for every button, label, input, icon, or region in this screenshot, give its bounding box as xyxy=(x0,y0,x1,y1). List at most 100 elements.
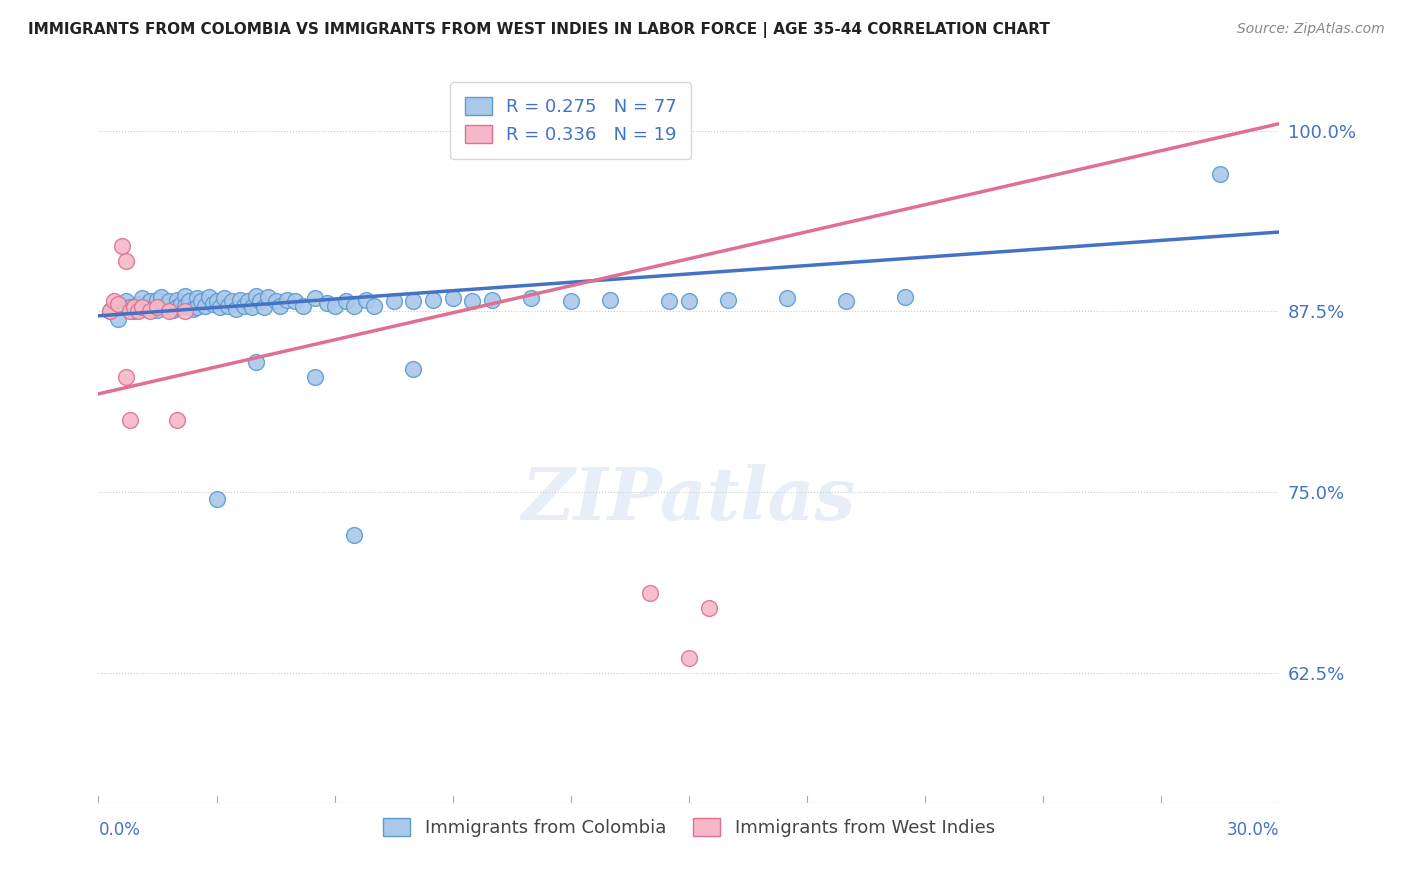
Point xyxy=(304,292,326,306)
Point xyxy=(276,293,298,307)
Point xyxy=(115,369,138,384)
Point xyxy=(343,528,366,542)
Point xyxy=(174,304,197,318)
Point xyxy=(1209,167,1232,181)
Point xyxy=(363,299,385,313)
Point xyxy=(127,304,149,318)
Point xyxy=(422,293,444,307)
Point xyxy=(118,300,141,314)
Point xyxy=(481,293,503,307)
Point xyxy=(560,294,582,309)
Point xyxy=(678,294,700,309)
Point xyxy=(229,293,252,307)
Point xyxy=(118,304,141,318)
Point xyxy=(138,304,160,318)
Point xyxy=(343,299,366,313)
Point xyxy=(205,492,228,507)
Point xyxy=(138,294,160,309)
Point xyxy=(157,304,180,318)
Point xyxy=(186,292,208,306)
Point xyxy=(98,304,121,318)
Point xyxy=(146,300,169,314)
Point xyxy=(98,304,121,318)
Point xyxy=(441,292,464,306)
Point xyxy=(245,288,267,302)
Point xyxy=(335,294,357,309)
Point xyxy=(894,290,917,304)
Point xyxy=(697,600,720,615)
Point xyxy=(678,651,700,665)
Point xyxy=(236,294,259,309)
Point xyxy=(118,413,141,427)
Point xyxy=(190,294,212,309)
Point xyxy=(382,294,405,309)
Point xyxy=(162,303,184,318)
Point xyxy=(142,300,165,314)
Point xyxy=(166,413,188,427)
Point xyxy=(304,369,326,384)
Point xyxy=(115,253,138,268)
Point xyxy=(658,294,681,309)
Point xyxy=(264,294,287,309)
Point xyxy=(269,299,291,313)
Point xyxy=(127,303,149,318)
Point xyxy=(197,290,219,304)
Point xyxy=(256,290,278,304)
Text: 30.0%: 30.0% xyxy=(1227,821,1279,838)
Point xyxy=(520,292,543,306)
Legend: Immigrants from Colombia, Immigrants from West Indies: Immigrants from Colombia, Immigrants fro… xyxy=(375,811,1002,845)
Point xyxy=(776,292,799,306)
Point xyxy=(146,293,169,307)
Point xyxy=(835,294,858,309)
Text: IMMIGRANTS FROM COLOMBIA VS IMMIGRANTS FROM WEST INDIES IN LABOR FORCE | AGE 35-: IMMIGRANTS FROM COLOMBIA VS IMMIGRANTS F… xyxy=(28,22,1050,38)
Point xyxy=(323,299,346,313)
Point xyxy=(135,301,157,316)
Point xyxy=(225,301,247,316)
Point xyxy=(717,293,740,307)
Point xyxy=(217,299,239,313)
Point xyxy=(177,294,200,309)
Point xyxy=(315,295,337,310)
Point xyxy=(166,293,188,307)
Point xyxy=(107,297,129,311)
Point xyxy=(253,300,276,314)
Point xyxy=(240,300,263,314)
Text: ZIPatlas: ZIPatlas xyxy=(522,464,856,535)
Point xyxy=(174,299,197,313)
Point xyxy=(111,239,134,253)
Point xyxy=(214,292,236,306)
Text: Source: ZipAtlas.com: Source: ZipAtlas.com xyxy=(1237,22,1385,37)
Point xyxy=(221,294,243,309)
Point xyxy=(181,301,204,316)
Point xyxy=(146,303,169,318)
Point xyxy=(157,294,180,309)
Point xyxy=(402,294,425,309)
Point xyxy=(245,355,267,369)
Point xyxy=(131,292,153,306)
Point xyxy=(186,300,208,314)
Point xyxy=(249,294,271,309)
Point xyxy=(170,297,193,311)
Point xyxy=(402,362,425,376)
Point xyxy=(205,294,228,309)
Point xyxy=(599,293,621,307)
Point xyxy=(107,311,129,326)
Point xyxy=(122,304,145,318)
Point xyxy=(122,300,145,314)
Point xyxy=(127,297,149,311)
Point xyxy=(292,299,315,313)
Point xyxy=(354,293,377,307)
Point xyxy=(209,300,232,314)
Point xyxy=(166,300,188,314)
Point xyxy=(150,290,173,304)
Point xyxy=(103,294,125,309)
Point xyxy=(194,299,217,313)
Point xyxy=(201,297,224,311)
Point xyxy=(638,586,661,600)
Point xyxy=(284,294,307,309)
Point xyxy=(233,299,256,313)
Text: 0.0%: 0.0% xyxy=(98,821,141,838)
Point xyxy=(115,294,138,309)
Point xyxy=(131,300,153,314)
Point xyxy=(461,294,484,309)
